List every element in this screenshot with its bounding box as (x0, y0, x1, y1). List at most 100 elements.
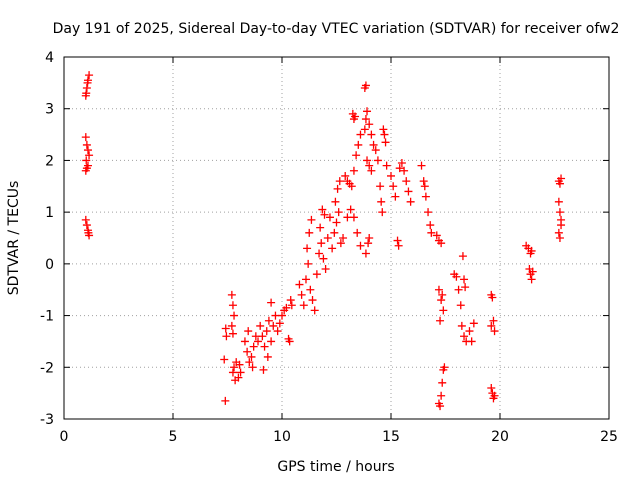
data-point (240, 337, 249, 346)
data-point (487, 383, 496, 392)
y-tick-label: -3 (40, 412, 54, 428)
data-point (364, 239, 373, 248)
data-point (332, 218, 341, 227)
data-point (81, 133, 90, 142)
data-point (82, 89, 91, 98)
data-point (367, 166, 376, 175)
data-point (336, 239, 345, 248)
data-point (454, 285, 463, 294)
data-point (351, 112, 360, 121)
plot-frame (63, 56, 610, 420)
data-point (439, 306, 448, 315)
data-point (376, 182, 385, 191)
data-point (310, 306, 319, 315)
data-point (424, 208, 433, 217)
y-tick-label: -1 (40, 309, 54, 325)
y-tick-label: 0 (45, 257, 54, 273)
data-point (467, 337, 476, 346)
data-point (244, 327, 253, 336)
data-point (236, 368, 245, 377)
data-point (256, 321, 265, 330)
y-tick-label: 3 (45, 102, 54, 118)
data-point (377, 197, 386, 206)
data-point (397, 159, 406, 168)
x-axis-label: GPS time / hours (277, 459, 394, 475)
data-point (365, 120, 374, 129)
data-point (282, 303, 291, 312)
data-point (347, 182, 356, 191)
data-point (248, 363, 257, 372)
data-point (304, 259, 313, 268)
data-point (387, 171, 395, 180)
data-point (249, 342, 258, 351)
data-point (353, 228, 362, 237)
data-point (83, 161, 92, 170)
data-point (437, 239, 446, 248)
data-point (393, 236, 402, 245)
data-point (352, 151, 361, 160)
data-point (361, 115, 370, 124)
data-point (260, 342, 269, 351)
data-point (235, 360, 244, 369)
data-point (267, 298, 276, 307)
data-point (297, 290, 306, 299)
data-point (318, 205, 327, 214)
data-point (303, 244, 312, 253)
data-point (395, 164, 404, 173)
data-point (245, 358, 254, 367)
data-point (349, 166, 358, 175)
data-point (389, 182, 398, 191)
data-point (287, 301, 296, 310)
x-tick-label: 25 (600, 429, 618, 445)
data-point (243, 347, 252, 356)
data-point (325, 213, 334, 222)
data-point (82, 156, 91, 165)
data-point (330, 228, 339, 237)
data-point (438, 290, 447, 299)
data-point (306, 285, 315, 294)
data-point (458, 252, 467, 261)
data-point (349, 213, 358, 222)
grid-layer (64, 57, 609, 419)
data-point (222, 332, 231, 341)
data-point (373, 156, 382, 165)
data-point (321, 265, 330, 274)
data-point (400, 166, 409, 175)
data-point (555, 208, 564, 217)
data-point (371, 146, 380, 155)
data-point (361, 249, 370, 258)
data-point (305, 228, 314, 237)
data-point (259, 365, 268, 374)
data-point (419, 177, 428, 186)
x-tick-label: 15 (382, 429, 400, 445)
data-point (334, 208, 343, 217)
data-point (421, 192, 430, 201)
data-point (487, 321, 496, 330)
data-point (420, 182, 429, 191)
data-point (269, 321, 278, 330)
data-point (82, 140, 91, 149)
data-point (381, 138, 390, 147)
data-point (308, 296, 317, 305)
data-point (81, 215, 90, 224)
data-point (461, 283, 470, 292)
data-point (307, 215, 316, 224)
data-point (83, 146, 92, 155)
x-tick-label: 0 (60, 429, 69, 445)
data-point (365, 234, 374, 242)
data-point (83, 78, 92, 87)
y-axis-label: SDTVAR / TECUs (6, 181, 22, 296)
data-point (356, 241, 365, 250)
data-point (361, 81, 370, 90)
data-point (378, 208, 387, 217)
data-point (436, 402, 445, 411)
data-point (286, 296, 295, 305)
data-point (320, 210, 329, 219)
data-point (82, 221, 91, 230)
data-point (457, 321, 466, 330)
y-tick-label: 1 (45, 205, 54, 221)
data-point (346, 205, 355, 214)
data-point (436, 316, 445, 325)
chart-title: Day 191 of 2025, Sidereal Day-to-day VTE… (53, 21, 620, 37)
